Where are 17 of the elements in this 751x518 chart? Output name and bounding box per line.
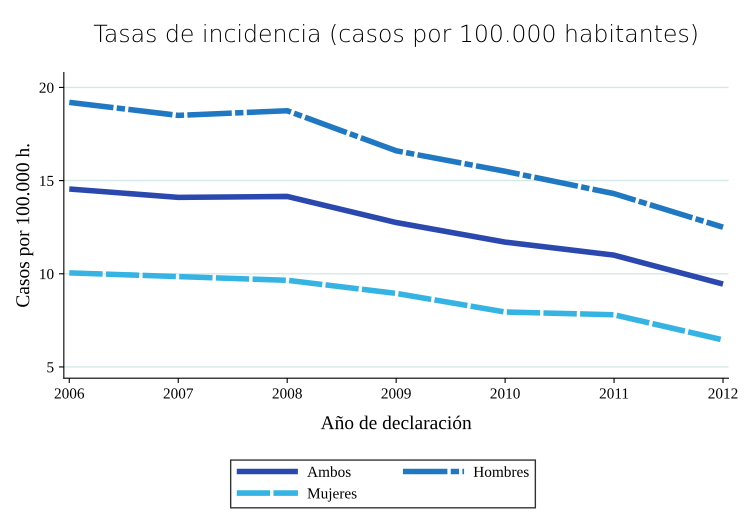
x-tick-label: 2006 xyxy=(54,388,84,399)
x-tick-label: 2009 xyxy=(382,388,411,399)
x-tick-label: 2011 xyxy=(600,388,628,399)
y-axis-title: Casos por 100.000 h. xyxy=(16,144,34,307)
y-tick-label: 15 xyxy=(40,176,54,186)
y-tick-label: 10 xyxy=(40,268,54,280)
x-tick-label: 2012 xyxy=(708,388,738,399)
chart-title: Tasas de incidencia (casos por 100.000 habitantes) xyxy=(94,24,697,47)
y-tick-label: 5 xyxy=(47,362,54,372)
legend-label: Hombres xyxy=(474,466,529,477)
x-axis-title: Año de declaración xyxy=(320,416,472,430)
y-tick-label: 20 xyxy=(40,82,54,93)
x-tick-label: 2008 xyxy=(272,388,302,399)
legend-label: Mujeres xyxy=(307,488,357,502)
x-tick-label: 2010 xyxy=(490,388,520,399)
legend-label: Ambos xyxy=(307,466,351,477)
x-tick-label: 2007 xyxy=(164,388,194,399)
